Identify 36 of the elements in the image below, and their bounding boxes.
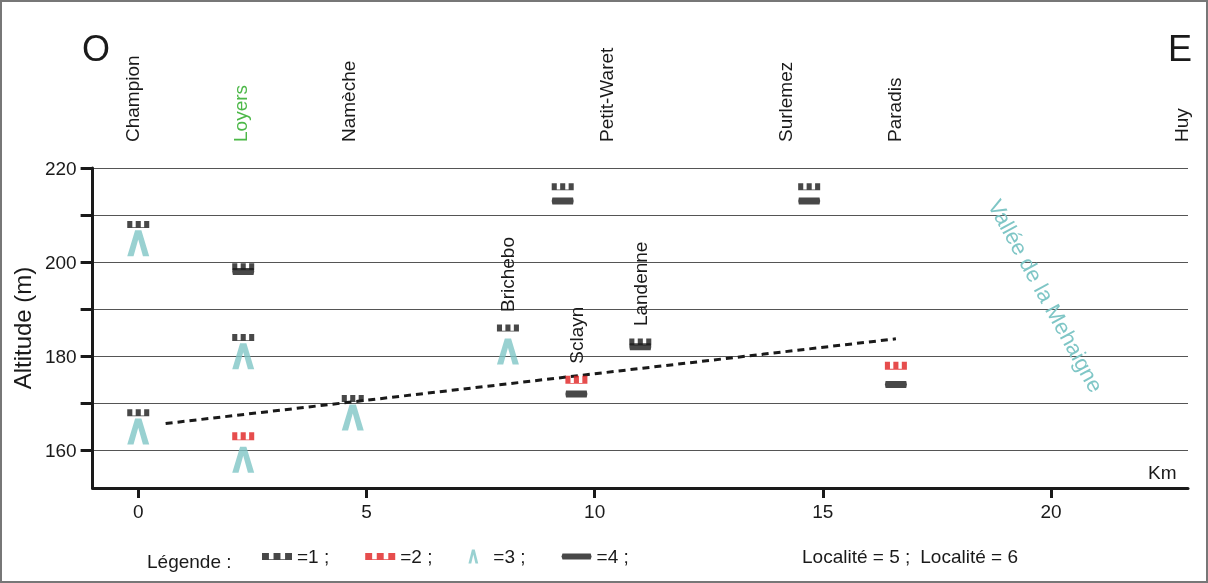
annotation: Brichebo [497,237,519,312]
text: Localité = 5 ; [802,546,911,567]
text: Paradis [883,77,905,142]
text: Loyers [229,84,251,142]
text: Petit-Waret [596,46,618,142]
annotation: Sclayn [565,306,587,364]
text: E [1168,27,1193,69]
annotation: Landenne [629,241,651,327]
x-tick-label: 10 [584,501,606,522]
point [127,230,150,257]
text: Huy [1170,107,1192,142]
y-tick-label: 180 [44,345,77,367]
text: Namèche [338,60,360,142]
y-tick-label: 220 [44,157,77,179]
legend-label: =4 ; [596,546,629,567]
x-tick-label: 0 [132,501,144,522]
legend-label: =3 ; [493,546,526,567]
point [232,446,255,473]
x-tick-label: 20 [1040,501,1062,522]
text: O [82,27,111,69]
legend-label: =1 ; [297,546,330,567]
point [127,418,150,445]
x-axis-title: Km [1148,462,1177,483]
legend-label: =2 ; [400,546,433,567]
text: Champion [122,55,144,142]
point [341,404,364,431]
y-tick-label: 200 [44,251,77,273]
text: Localité = 6 [920,546,1018,567]
y-axis-title: Altitude (m) [8,266,36,390]
y-tick-label: 160 [44,439,77,461]
point [496,338,519,365]
x-tick-label: 15 [812,501,834,522]
point [232,343,255,370]
legend-title: Légende : [147,551,232,572]
text: Surlemez [774,61,796,142]
x-tick-label: 5 [361,501,372,522]
